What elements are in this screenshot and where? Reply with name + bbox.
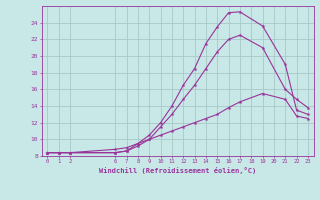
X-axis label: Windchill (Refroidissement éolien,°C): Windchill (Refroidissement éolien,°C) (99, 167, 256, 174)
